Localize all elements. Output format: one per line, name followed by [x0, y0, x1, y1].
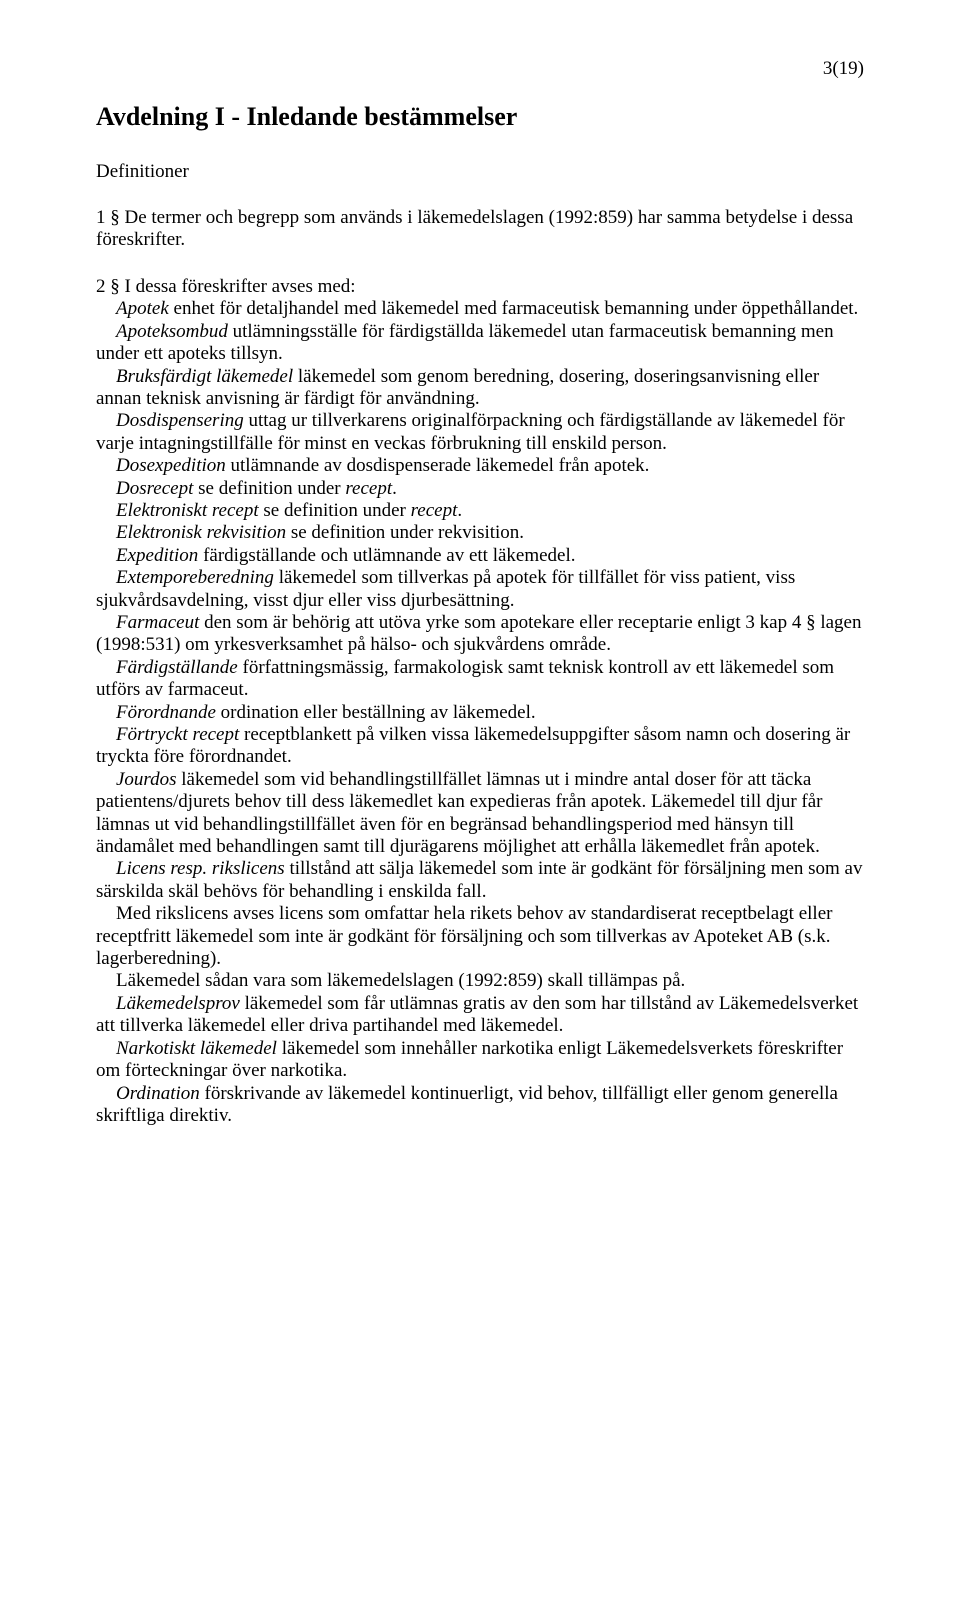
term-expedition: Expedition: [116, 545, 198, 566]
def-fardigstallande: Färdigställande författningsmässig, farm…: [96, 657, 864, 702]
def-ordination: Ordination förskrivande av läkemedel kon…: [96, 1083, 864, 1128]
text-dosexpedition: utlämnande av dosdispenserade läkemedel …: [226, 455, 650, 476]
paragraph-1: 1 § De termer och begrepp som används i …: [96, 207, 864, 252]
text-dosrecept-before: se definition under: [193, 478, 345, 499]
term-licens: Licens resp. rikslicens: [116, 858, 285, 879]
note-rikslicens: Med rikslicens avses licens som omfattar…: [96, 903, 864, 970]
term-elektronisk-rekvisition: Elektronisk rekvisition: [116, 522, 286, 543]
def-fortryckt: Förtryckt recept receptblankett på vilke…: [96, 724, 864, 769]
text-apotek: enhet för detaljhandel med läkemedel med…: [169, 298, 859, 319]
term-bruksfardigt: Bruksfärdigt läkemedel: [116, 366, 293, 387]
term-fortryckt: Förtryckt recept: [116, 724, 239, 745]
def-elektronisk-rekvisition: Elektronisk rekvisition se definition un…: [96, 522, 864, 544]
text-elrecept-before: se definition under: [259, 500, 411, 521]
def-narkotiskt: Narkotiskt läkemedel läkemedel som inneh…: [96, 1038, 864, 1083]
def-elektroniskt-recept: Elektroniskt recept se definition under …: [96, 500, 864, 522]
term-dosdispensering: Dosdispensering: [116, 410, 244, 431]
text-dosrecept-after: .: [392, 478, 397, 499]
def-farmaceut: Farmaceut den som är behörig att utöva y…: [96, 612, 864, 657]
term-apoteksombud: Apoteksombud: [116, 321, 228, 342]
term-elektroniskt-recept: Elektroniskt recept: [116, 500, 259, 521]
def-licens: Licens resp. rikslicens tillstånd att sä…: [96, 858, 864, 903]
def-expedition: Expedition färdigställande och utlämnand…: [96, 545, 864, 567]
term-fardigstallande: Färdigställande: [116, 657, 238, 678]
note-lakemedel: Läkemedel sådan vara som läkemedelslagen…: [96, 970, 864, 992]
subheading-definitions: Definitioner: [96, 161, 864, 183]
term-jourdos: Jourdos: [116, 769, 177, 790]
ref-recept-2: recept: [411, 500, 458, 521]
text-elrecept-after: .: [457, 500, 462, 521]
def-lakemedelsprov: Läkemedelsprov läkemedel som får utlämna…: [96, 993, 864, 1038]
def-extempore: Extemporeberedning läkemedel som tillver…: [96, 567, 864, 612]
def-dosexpedition: Dosexpedition utlämnande av dosdispenser…: [96, 455, 864, 477]
text-expedition: färdigställande och utlämnande av ett lä…: [198, 545, 575, 566]
def-dosrecept: Dosrecept se definition under recept.: [96, 478, 864, 500]
term-extempore: Extemporeberedning: [116, 567, 274, 588]
text-farmaceut: den som är behörig att utöva yrke som ap…: [96, 612, 861, 655]
ref-recept-1: recept: [345, 478, 392, 499]
term-forordnande: Förordnande: [116, 702, 216, 723]
def-dosdispensering: Dosdispensering uttag ur tillverkarens o…: [96, 410, 864, 455]
text-elrekv: se definition under rekvisition.: [286, 522, 524, 543]
paragraph-2-lead: 2 § I dessa föreskrifter avses med:: [96, 276, 864, 298]
term-dosexpedition: Dosexpedition: [116, 455, 226, 476]
def-apoteksombud: Apoteksombud utlämningsställe för färdig…: [96, 321, 864, 366]
term-farmaceut: Farmaceut: [116, 612, 199, 633]
term-narkotiskt: Narkotiskt läkemedel: [116, 1038, 277, 1059]
text-jourdos: läkemedel som vid behandlingstillfället …: [96, 769, 823, 857]
term-dosrecept: Dosrecept: [116, 478, 193, 499]
def-bruksfardigt: Bruksfärdigt läkemedel läkemedel som gen…: [96, 366, 864, 411]
text-forordnande: ordination eller beställning av läkemede…: [216, 702, 536, 723]
text-ordination: förskrivande av läkemedel kontinuerligt,…: [96, 1083, 838, 1126]
page-number: 3(19): [823, 58, 864, 80]
term-apotek: Apotek: [116, 298, 169, 319]
def-jourdos: Jourdos läkemedel som vid behandlingstil…: [96, 769, 864, 859]
def-apotek: Apotek enhet för detaljhandel med läkeme…: [96, 298, 864, 320]
def-forordnande: Förordnande ordination eller beställning…: [96, 702, 864, 724]
document-page: 3(19) Avdelning I - Inledande bestämmels…: [0, 0, 960, 1604]
term-ordination: Ordination: [116, 1083, 200, 1104]
section-heading: Avdelning I - Inledande bestämmelser: [96, 102, 864, 133]
term-lakemedelsprov: Läkemedelsprov: [116, 993, 240, 1014]
